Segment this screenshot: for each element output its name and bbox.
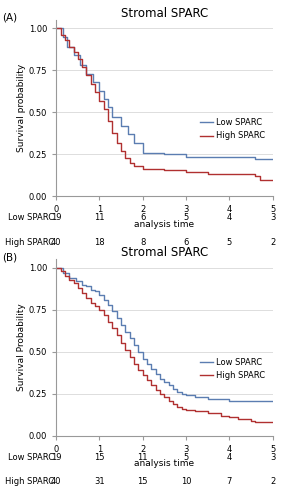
Text: 40: 40 [51,478,62,486]
Text: 2: 2 [270,478,275,486]
Y-axis label: Survival Probability: Survival Probability [17,304,26,392]
Text: Low SPARC: Low SPARC [8,453,54,462]
Text: 5: 5 [183,214,189,222]
Legend: Low SPARC, High SPARC: Low SPARC, High SPARC [197,354,268,383]
Text: (B): (B) [2,252,17,262]
Text: 4: 4 [227,214,232,222]
Text: 5: 5 [183,453,189,462]
Text: 18: 18 [94,238,105,247]
Text: 8: 8 [140,238,146,247]
X-axis label: analysis time: analysis time [134,460,194,468]
Text: High SPARC: High SPARC [5,478,54,486]
Text: 2: 2 [270,238,275,247]
Title: Stromal SPARC: Stromal SPARC [121,246,208,260]
Text: 31: 31 [94,478,105,486]
Text: (A): (A) [2,13,17,23]
Text: 10: 10 [181,478,191,486]
Text: 40: 40 [51,238,62,247]
Y-axis label: Survival probability: Survival probability [17,64,26,152]
Text: 3: 3 [270,453,275,462]
Text: 7: 7 [226,478,232,486]
Text: 15: 15 [137,478,148,486]
Legend: Low SPARC, High SPARC: Low SPARC, High SPARC [197,115,268,144]
Text: 3: 3 [270,214,275,222]
Text: 11: 11 [137,453,148,462]
Text: Low SPARC: Low SPARC [8,214,54,222]
Text: 15: 15 [94,453,105,462]
X-axis label: analysis time: analysis time [134,220,194,229]
Text: 11: 11 [94,214,105,222]
Text: 5: 5 [227,238,232,247]
Text: 6: 6 [183,238,189,247]
Text: 6: 6 [140,214,146,222]
Text: 19: 19 [51,214,62,222]
Text: High SPARC: High SPARC [5,238,54,247]
Title: Stromal SPARC: Stromal SPARC [121,7,208,20]
Text: 19: 19 [51,453,62,462]
Text: 4: 4 [227,453,232,462]
